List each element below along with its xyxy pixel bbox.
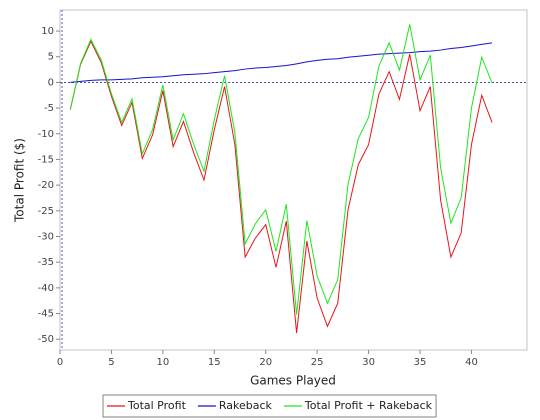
- y-tick-label: -20: [38, 180, 54, 191]
- legend-label: Total Profit: [127, 399, 187, 412]
- y-tick-label: 0: [48, 77, 54, 88]
- y-tick-label: -35: [38, 257, 54, 268]
- x-tick-label: 0: [57, 357, 63, 368]
- series-line: [69, 40, 493, 334]
- x-tick-label: 30: [362, 357, 375, 368]
- y-tick-label: -15: [38, 154, 54, 165]
- x-tick-label: 20: [259, 357, 272, 368]
- plot-area: [59, 9, 528, 351]
- y-tick-label: -5: [44, 103, 54, 114]
- x-tick-label: 10: [156, 357, 169, 368]
- y-tick-label: 10: [41, 26, 54, 37]
- legend-label: Total Profit + Rakeback: [304, 399, 433, 412]
- x-tick-label: 40: [465, 357, 478, 368]
- y-tick-label: -40: [38, 283, 54, 294]
- y-axis-label: Total Profit ($): [13, 138, 27, 223]
- y-tick-label: 5: [48, 52, 54, 63]
- x-tick-label: 25: [311, 357, 324, 368]
- y-tick-label: -25: [38, 206, 54, 217]
- legend-box: [102, 394, 437, 418]
- x-tick-label: 5: [108, 357, 114, 368]
- x-tick-label: 35: [414, 357, 427, 368]
- y-tick-label: -50: [38, 334, 54, 345]
- series-line: [69, 24, 493, 315]
- y-tick-label: -45: [38, 309, 54, 320]
- x-tick-label: 15: [208, 357, 221, 368]
- series-line: [70, 42, 493, 83]
- x-axis-label: Games Played: [250, 374, 336, 388]
- y-tick-label: -30: [38, 231, 54, 242]
- legend-label: Rakeback: [219, 399, 273, 412]
- y-tick-label: -10: [38, 129, 54, 140]
